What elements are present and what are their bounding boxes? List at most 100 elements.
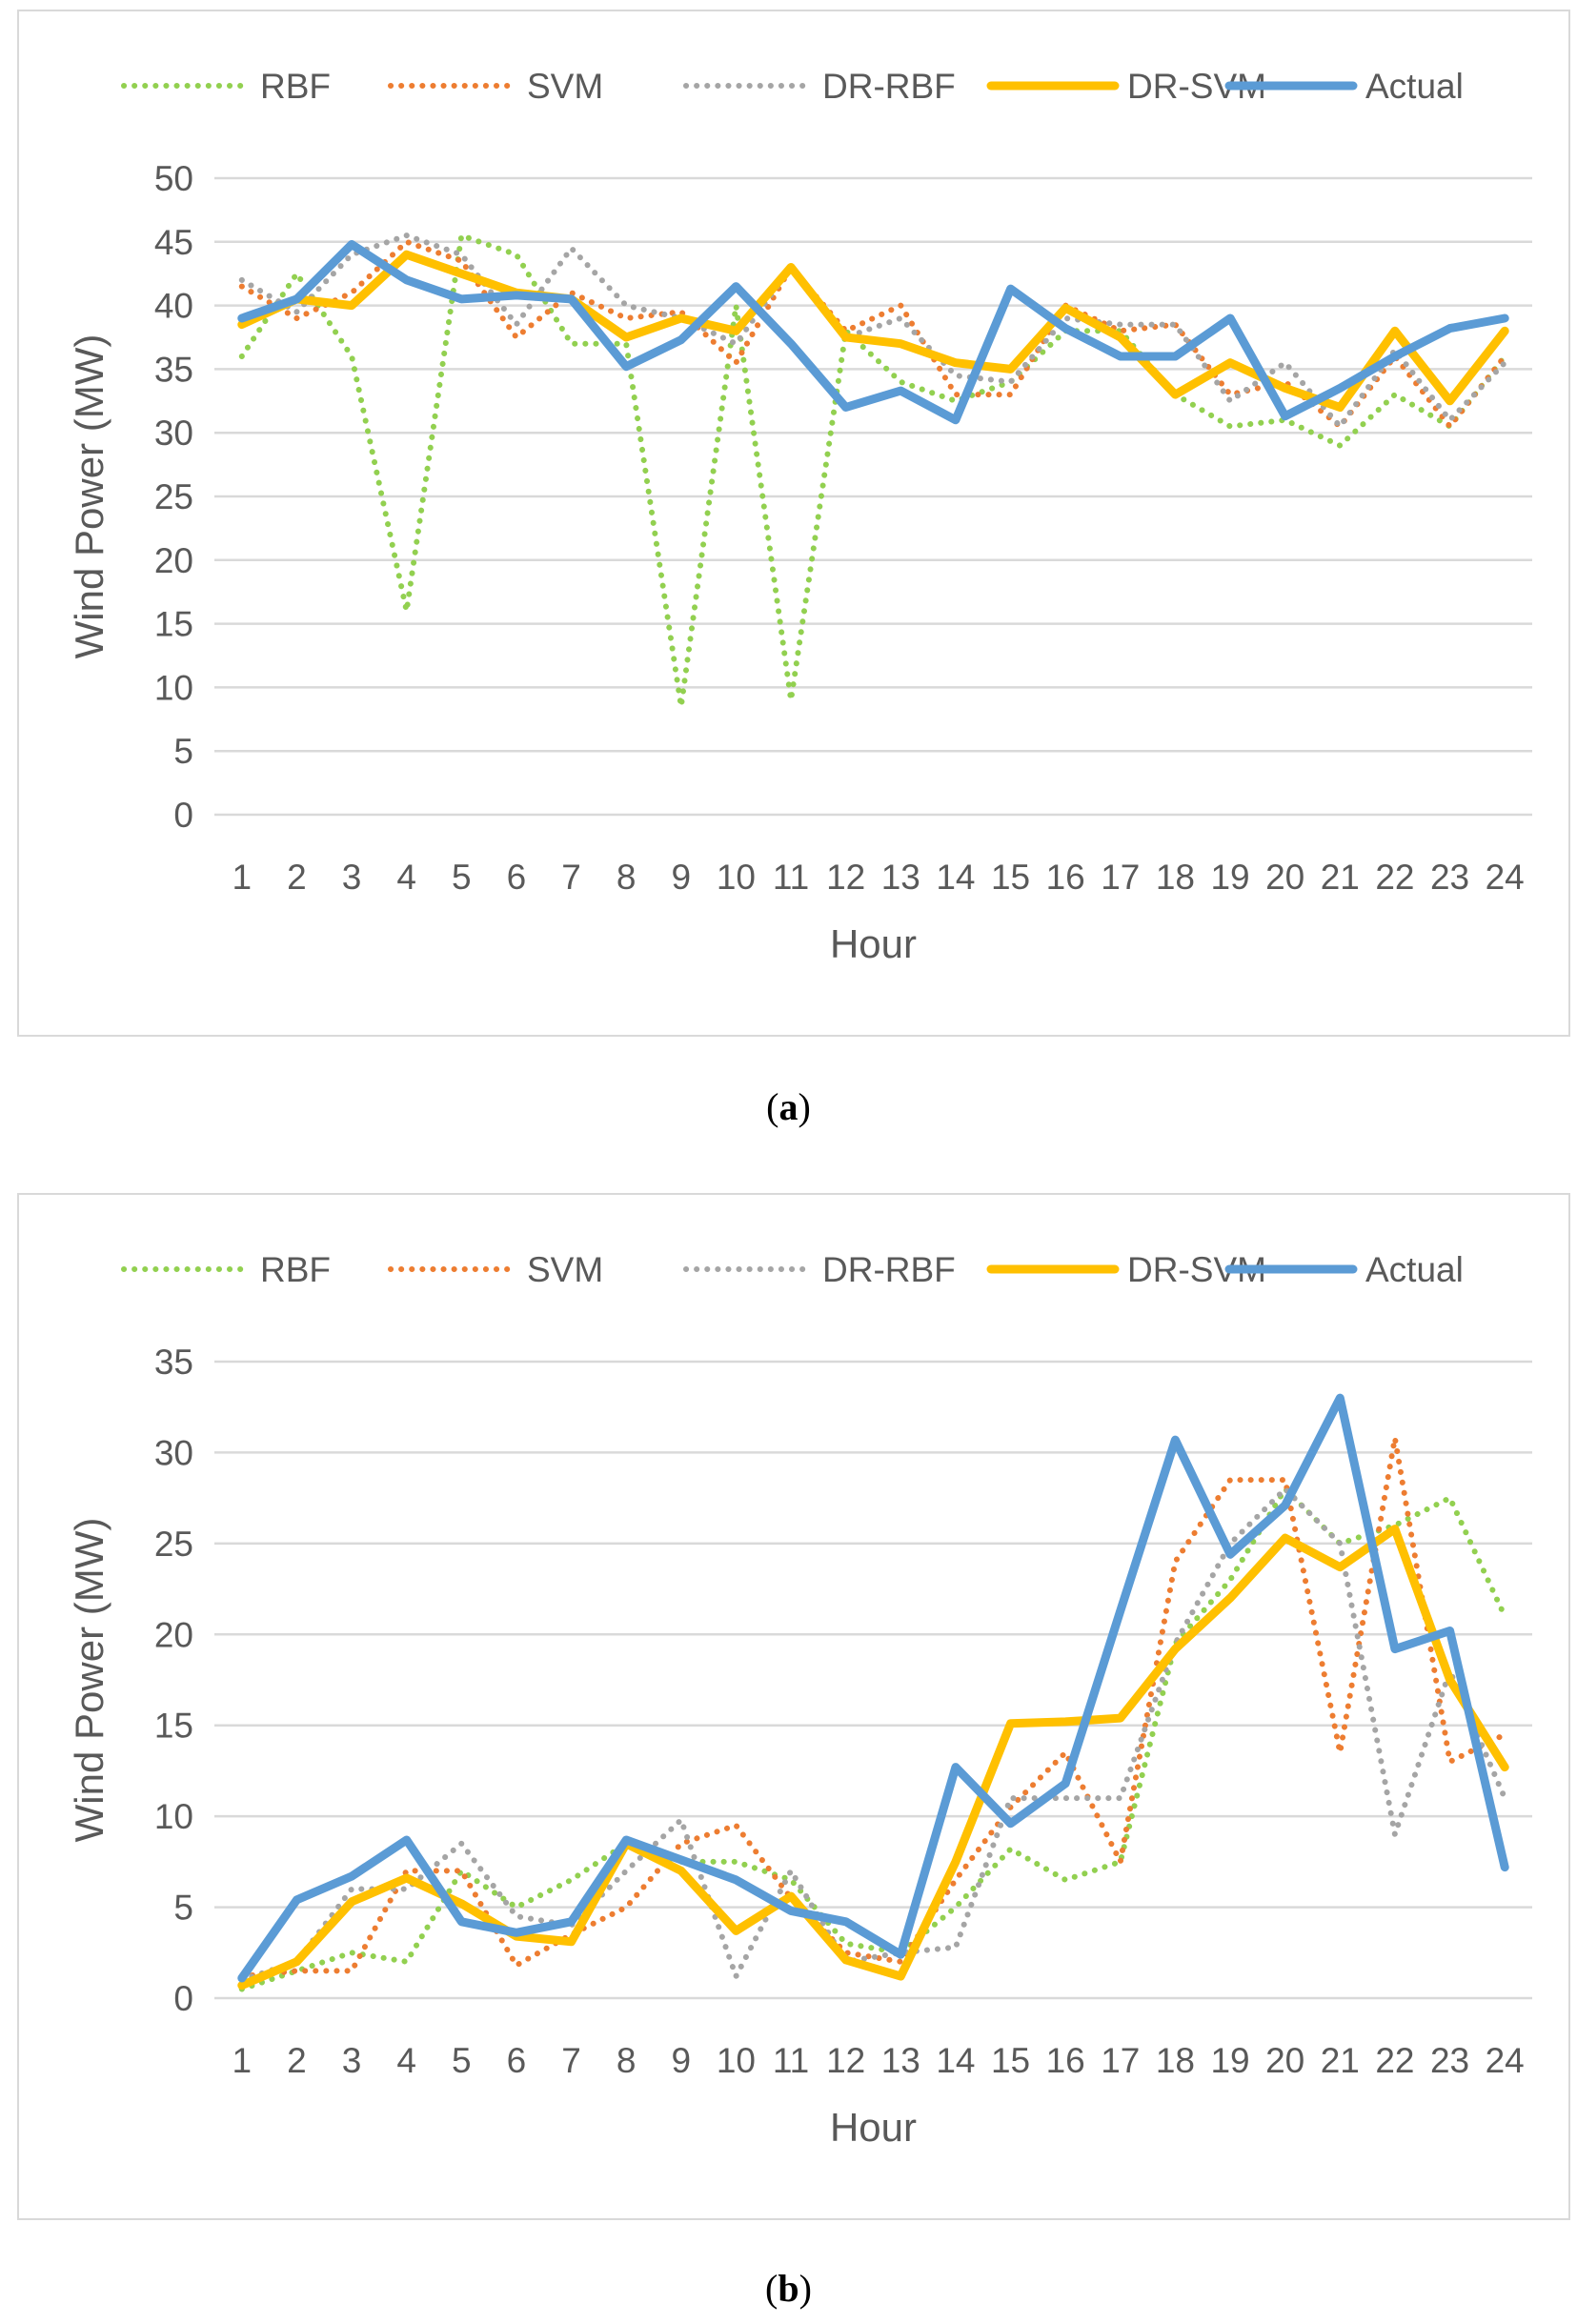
- series-line-dr-svm: [237, 250, 1509, 412]
- series-line-actual: [237, 240, 1509, 425]
- x-tick-label: 7: [561, 858, 581, 897]
- x-tick-label: 18: [1156, 2041, 1195, 2080]
- x-tick-label: 11: [773, 858, 809, 897]
- series-line-rbf: [238, 232, 1508, 710]
- x-tick-label: 14: [936, 858, 975, 897]
- x-tick-label: 22: [1375, 858, 1414, 897]
- x-tick-label: 14: [936, 2041, 975, 2080]
- x-tick-label: 16: [1046, 858, 1085, 897]
- x-tick-label: 23: [1430, 858, 1469, 897]
- y-axis-ticks: 0 5 10 15 20 25 30 35 40 45 50: [154, 159, 193, 835]
- x-axis-ticks: 1 2 3 4 5 6 7 8 9 10 11 12 13 14 15 16 17 18 19 20 21 22 23 24: [233, 858, 1525, 897]
- y-tick-label: 35: [154, 350, 193, 389]
- x-axis-ticks: 1 2 3 4 5 6 7 8 9 10 11 12 13 14 15 16 17 18 19 20 21 22 23 24: [233, 2041, 1525, 2080]
- x-tick-label: 5: [452, 2041, 472, 2080]
- legend-label-svm: SVM: [527, 67, 603, 106]
- series-line-rbf: [238, 1485, 1508, 1992]
- x-axis-title: Hour: [830, 921, 917, 966]
- x-tick-label: 16: [1046, 2041, 1085, 2080]
- x-tick-label: 24: [1486, 2041, 1525, 2080]
- y-axis-title: Wind Power (MW): [67, 334, 111, 659]
- x-tick-label: 1: [233, 858, 253, 897]
- series-line-dr-rbf: [238, 1485, 1508, 1983]
- x-tick-label: 6: [507, 858, 527, 897]
- legend-label-rbf: RBF: [260, 1250, 331, 1289]
- series-line-actual: [237, 1393, 1509, 1983]
- y-tick-label: 15: [154, 1707, 193, 1746]
- x-tick-label: 3: [342, 858, 362, 897]
- x-tick-label: 23: [1430, 2041, 1469, 2080]
- x-axis-title: Hour: [830, 2105, 917, 2150]
- y-axis-title: Wind Power (MW): [67, 1518, 111, 1843]
- y-tick-label: 5: [173, 732, 193, 771]
- legend-label-actual: Actual: [1365, 1250, 1464, 1289]
- y-tick-label: 20: [154, 541, 193, 580]
- y-tick-label: 25: [154, 477, 193, 516]
- y-tick-label: 10: [154, 1797, 193, 1836]
- chart-panel-a: 0 5 10 15 20 25 30 35 40 45 50 1 2 3 4 5 6 7 8 9 10 11 12 13 14 1…: [17, 10, 1570, 1037]
- series-lines: [237, 232, 1509, 710]
- y-tick-label: 5: [173, 1889, 193, 1928]
- x-tick-label: 18: [1156, 858, 1195, 897]
- gridlines: [214, 1360, 1532, 2000]
- x-tick-label: 12: [826, 858, 865, 897]
- x-tick-label: 8: [617, 2041, 637, 2080]
- y-tick-label: 30: [154, 1433, 193, 1472]
- x-tick-label: 21: [1321, 858, 1360, 897]
- x-tick-label: 7: [561, 2041, 581, 2080]
- gridlines: [214, 176, 1532, 817]
- x-tick-label: 24: [1486, 858, 1525, 897]
- x-tick-label: 21: [1321, 2041, 1360, 2080]
- x-tick-label: 22: [1375, 2041, 1414, 2080]
- x-tick-label: 10: [717, 2041, 756, 2080]
- y-tick-label: 10: [154, 668, 193, 707]
- y-tick-label: 20: [154, 1615, 193, 1654]
- y-tick-label: 30: [154, 414, 193, 453]
- y-tick-label: 15: [154, 605, 193, 644]
- x-tick-label: 19: [1210, 2041, 1249, 2080]
- x-tick-label: 12: [826, 2041, 865, 2080]
- y-tick-label: 45: [154, 223, 193, 262]
- x-tick-label: 17: [1101, 2041, 1140, 2080]
- y-tick-label: 0: [173, 1979, 193, 2018]
- y-tick-label: 0: [173, 796, 193, 835]
- x-tick-label: 4: [396, 2041, 416, 2080]
- x-tick-label: 2: [287, 2041, 307, 2080]
- x-tick-label: 6: [507, 2041, 527, 2080]
- x-tick-label: 15: [991, 858, 1030, 897]
- y-tick-label: 50: [154, 159, 193, 198]
- x-tick-label: 2: [287, 858, 307, 897]
- x-tick-label: 10: [717, 858, 756, 897]
- x-tick-label: 9: [672, 858, 692, 897]
- x-tick-label: 13: [881, 2041, 920, 2080]
- legend: RBF SVM DR-RBF DR-SVM Actual: [121, 1250, 1464, 1289]
- y-axis-ticks: 0 5 10 15 20 25 30 35: [154, 1343, 193, 2018]
- x-tick-label: 11: [773, 2041, 809, 2080]
- legend-label-dr-rbf: DR-RBF: [822, 1250, 956, 1289]
- caption-b: (b): [765, 2267, 812, 2310]
- x-tick-label: 1: [233, 2041, 253, 2080]
- caption-a: (a): [766, 1085, 811, 1128]
- legend-label-dr-rbf: DR-RBF: [822, 67, 956, 106]
- y-tick-label: 25: [154, 1525, 193, 1564]
- legend-label-actual: Actual: [1365, 67, 1464, 106]
- x-tick-label: 19: [1210, 858, 1249, 897]
- x-tick-label: 9: [672, 2041, 692, 2080]
- x-tick-label: 15: [991, 2041, 1030, 2080]
- legend-label-rbf: RBF: [260, 67, 331, 106]
- x-tick-label: 5: [452, 858, 472, 897]
- x-tick-label: 4: [396, 858, 416, 897]
- x-tick-label: 20: [1265, 858, 1304, 897]
- y-tick-label: 35: [154, 1343, 193, 1382]
- x-tick-label: 20: [1265, 2041, 1304, 2080]
- series-line-dr-svm: [237, 1525, 1509, 1991]
- x-tick-label: 13: [881, 858, 920, 897]
- x-tick-label: 8: [617, 858, 637, 897]
- chart-panel-b: 0 5 10 15 20 25 30 35 1 2 3 4 5 6 7 8 9 10 11 12 13 14 15 16 17 1…: [17, 1193, 1570, 2220]
- x-tick-label: 17: [1101, 858, 1140, 897]
- legend: RBF SVM DR-RBF DR-SVM Actual: [121, 67, 1464, 106]
- y-tick-label: 40: [154, 287, 193, 326]
- x-tick-label: 3: [342, 2041, 362, 2080]
